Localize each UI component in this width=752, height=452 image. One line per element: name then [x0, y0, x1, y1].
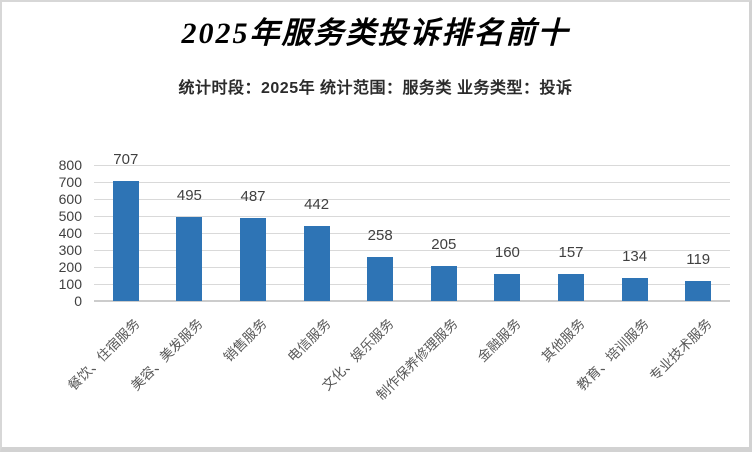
- y-axis-tick-label: 200: [58, 259, 82, 275]
- gridline: [94, 165, 730, 166]
- bar-value-label: 258: [367, 227, 393, 245]
- bar-value-label: 442: [304, 195, 330, 213]
- y-axis-tick-label: 500: [58, 208, 82, 224]
- bar-value-label: 160: [494, 243, 520, 261]
- bar-value-label: 487: [240, 188, 266, 206]
- bar-value-label: 157: [558, 244, 584, 262]
- x-axis-category-label: 专业技术服务: [646, 316, 715, 384]
- y-axis-tick-label: 400: [58, 225, 82, 241]
- bar-value-label: 495: [176, 186, 202, 204]
- y-axis-tick-label: 700: [58, 174, 82, 190]
- gridline: [94, 300, 730, 302]
- x-axis-category-label: 教育、培训服务: [573, 316, 652, 394]
- x-axis-category-label: 餐饮、住宿服务: [64, 316, 143, 394]
- chart-title: 2025年服务类投诉排名前十: [181, 17, 570, 50]
- gridline: [94, 250, 730, 251]
- y-axis-tick-label: 300: [58, 242, 82, 258]
- x-axis-category-label: 销售服务: [220, 316, 270, 365]
- x-axis-category-label: 文化、娱乐服务: [319, 316, 397, 394]
- gridline: [94, 182, 730, 183]
- bar: [240, 218, 266, 301]
- bar: [367, 257, 394, 301]
- y-axis-tick-label: 100: [58, 276, 82, 292]
- x-axis-category-label: 电信服务: [284, 316, 334, 365]
- x-axis-category-label: 制作保养修理服务: [373, 316, 461, 403]
- y-axis-tick-label: 800: [58, 157, 82, 173]
- bar: [430, 266, 457, 301]
- bar: [621, 278, 648, 301]
- bar: [558, 274, 584, 301]
- bar: [303, 225, 330, 301]
- gridline: [94, 216, 730, 217]
- x-axis-category-label: 其他服务: [538, 316, 588, 365]
- gridline: [94, 199, 730, 200]
- bar-value-label: 119: [686, 250, 711, 268]
- bar: [494, 273, 521, 301]
- gridline: [94, 284, 730, 285]
- bar-value-label: 134: [622, 248, 648, 266]
- bar: [685, 280, 712, 301]
- x-axis-category-label: 美容、美发服务: [128, 316, 206, 394]
- gridline: [94, 233, 730, 234]
- bar-value-label: 205: [431, 236, 457, 254]
- x-axis-category-label: 金融服务: [475, 316, 524, 365]
- plot-area: 0 100 200 300 400 500 600 700 800 707 餐饮、住宿服务 495 美容…: [2, 2, 749, 447]
- bar-value-label: 707: [113, 150, 139, 168]
- y-axis-tick-label: 0: [74, 293, 82, 309]
- y-axis-tick-label: 600: [58, 191, 82, 207]
- chart-subtitle: 统计时段：2025年 统计范围：服务类 业务类型：投诉: [178, 80, 573, 97]
- bar: [176, 216, 203, 301]
- bar: [112, 180, 139, 301]
- gridline: [94, 267, 730, 268]
